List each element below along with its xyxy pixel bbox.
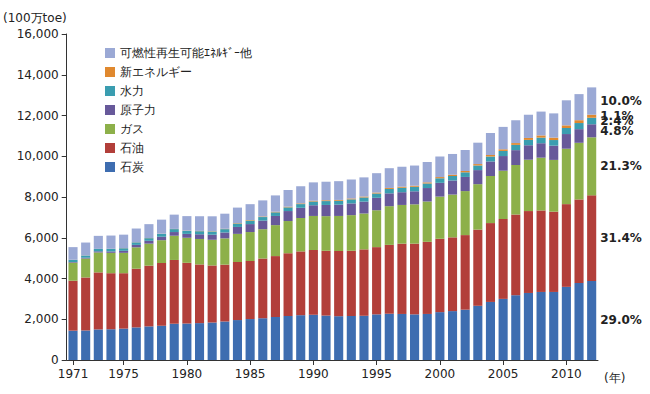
svg-text:0: 0 <box>51 353 59 367</box>
svg-text:29.0%: 29.0% <box>600 313 642 327</box>
svg-text:1971: 1971 <box>58 367 89 381</box>
svg-text:10,000: 10,000 <box>17 149 59 163</box>
svg-text:2005: 2005 <box>488 367 519 381</box>
svg-text:16,000: 16,000 <box>17 27 59 41</box>
svg-text:4.8%: 4.8% <box>600 123 634 138</box>
svg-text:4,000: 4,000 <box>24 272 58 286</box>
svg-text:1.1%: 1.1% <box>600 109 633 123</box>
svg-text:31.4%: 31.4% <box>600 231 642 245</box>
svg-text:石油: 石油 <box>120 141 144 155</box>
svg-text:1975: 1975 <box>108 367 139 381</box>
svg-text:10.0%: 10.0% <box>600 94 642 108</box>
svg-text:6,000: 6,000 <box>24 231 58 245</box>
svg-text:2000: 2000 <box>425 367 456 381</box>
svg-text:1985: 1985 <box>235 367 266 381</box>
svg-text:水力: 水力 <box>120 84 144 98</box>
svg-text:可燃性再生可能ｴﾈﾙｷﾞｰ他: 可燃性再生可能ｴﾈﾙｷﾞｰ他 <box>120 46 252 60</box>
svg-text:1995: 1995 <box>361 367 392 381</box>
svg-text:1980: 1980 <box>172 367 203 381</box>
svg-text:1990: 1990 <box>298 367 329 381</box>
svg-text:2,000: 2,000 <box>24 312 58 326</box>
svg-text:(100万toe): (100万toe) <box>3 11 67 25</box>
svg-text:ガス: ガス <box>120 122 144 136</box>
svg-text:12,000: 12,000 <box>17 109 59 123</box>
svg-text:新エネルギー: 新エネルギー <box>120 65 192 79</box>
svg-text:8,000: 8,000 <box>24 190 58 204</box>
svg-text:21.3%: 21.3% <box>600 159 642 173</box>
svg-text:原子力: 原子力 <box>120 103 156 117</box>
svg-text:14,000: 14,000 <box>17 68 59 82</box>
svg-text:石炭: 石炭 <box>120 160 144 174</box>
svg-text:(年): (年) <box>604 371 625 385</box>
svg-text:2010: 2010 <box>551 367 582 381</box>
